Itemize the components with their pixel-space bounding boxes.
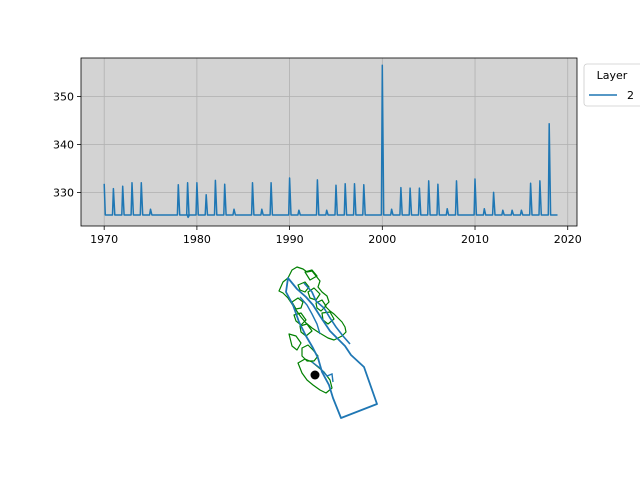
timeseries-panel: 1970 1980 1990 2000 2010 2020 330 340 350 xyxy=(53,57,582,246)
model-grid-outline xyxy=(285,277,378,419)
subbasin-9 xyxy=(288,333,302,351)
x-tick-label: 1980 xyxy=(183,233,211,246)
legend-title: Layer xyxy=(597,69,628,82)
x-tick-label: 2000 xyxy=(368,233,396,246)
x-tick-label: 2020 xyxy=(554,233,582,246)
inner-boundary-line xyxy=(303,282,351,345)
subbasin-8 xyxy=(304,269,318,281)
subbasin-boundaries xyxy=(278,266,347,394)
observation-point xyxy=(310,370,320,380)
plot-background xyxy=(81,58,577,226)
y-axis-ticks: 330 340 350 xyxy=(53,90,81,199)
subbasin-7 xyxy=(299,323,313,337)
series-line-layer-2 xyxy=(103,64,558,219)
x-tick-label: 2010 xyxy=(461,233,489,246)
y-tick-label: 330 xyxy=(53,186,74,199)
grid-lines xyxy=(81,58,577,226)
x-axis-ticks: 1970 1980 1990 2000 2010 2020 xyxy=(90,226,582,246)
subbasin-10 xyxy=(301,344,319,362)
x-tick-label: 1970 xyxy=(90,233,118,246)
y-tick-label: 350 xyxy=(53,90,74,103)
plot-frame xyxy=(80,57,578,227)
subbasin-6 xyxy=(293,312,307,326)
inner-boundary-line-3 xyxy=(311,361,334,383)
legend-entry-layer-2: 2 xyxy=(627,89,634,102)
y-tick-label: 340 xyxy=(53,138,74,151)
subbasin-1 xyxy=(291,297,304,310)
inner-boundary-line-2 xyxy=(299,296,321,335)
legend: Layer 2 xyxy=(583,63,640,107)
map-panel xyxy=(278,266,378,419)
subbasin-2 xyxy=(297,281,310,293)
x-tick-label: 1990 xyxy=(276,233,304,246)
subbasin-3 xyxy=(307,287,321,301)
